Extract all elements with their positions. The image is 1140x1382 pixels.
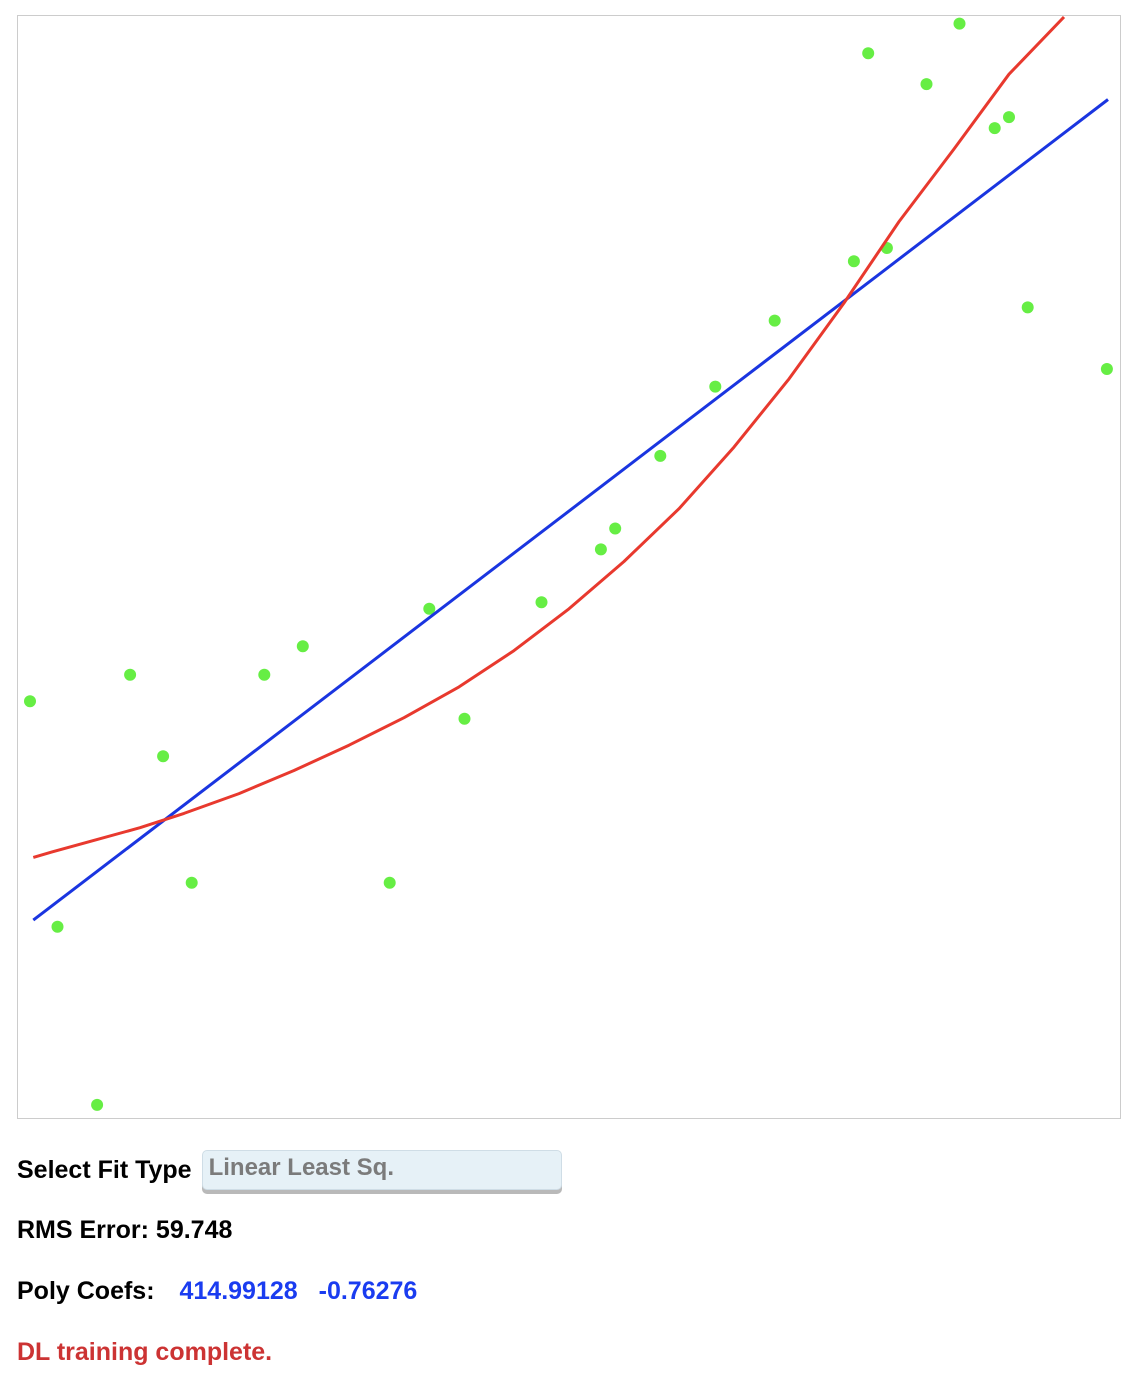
poly-coefs-values: 414.99128 -0.76276	[179, 1277, 431, 1305]
data-point	[609, 522, 622, 535]
plot-frame	[17, 15, 1121, 1119]
data-point	[847, 255, 860, 268]
dl-fit-curve	[32, 16, 1066, 859]
fit-lines	[32, 16, 1109, 922]
data-point	[423, 602, 436, 615]
data-point	[91, 1098, 104, 1111]
poly-coef-1: -0.76276	[318, 1277, 418, 1305]
fit-type-label: Select Fit Type	[17, 1155, 192, 1184]
data-point	[768, 314, 781, 327]
data-point	[1100, 363, 1113, 375]
linear-fit-line	[32, 98, 1109, 922]
data-point	[862, 47, 875, 60]
rms-error-value: 59.748	[155, 1216, 233, 1244]
data-point	[1021, 301, 1034, 314]
poly-coef-0: 414.99128	[179, 1277, 298, 1305]
data-point	[157, 750, 170, 763]
data-point	[535, 596, 548, 609]
plot-area	[17, 15, 1121, 1119]
fit-type-select[interactable]: Linear Least Sq.	[201, 1150, 562, 1190]
poly-coefs-row: Poly Coefs: 414.99128 -0.76276	[17, 1277, 431, 1306]
data-point	[594, 543, 607, 556]
scatter-plot	[17, 15, 1121, 1119]
data-points	[24, 17, 1113, 1111]
data-point	[988, 122, 1001, 135]
data-point	[258, 668, 271, 681]
data-point	[124, 668, 137, 681]
data-point	[654, 449, 667, 462]
fit-type-selected-value: Linear Least Sq.	[208, 1154, 394, 1181]
data-point	[920, 78, 933, 91]
data-point	[1003, 111, 1015, 124]
data-point	[709, 380, 722, 393]
data-point	[185, 876, 198, 889]
data-point	[458, 712, 471, 725]
poly-coefs-label: Poly Coefs:	[17, 1277, 155, 1305]
status-message: DL training complete.	[17, 1338, 273, 1366]
data-point	[383, 876, 396, 889]
data-point	[51, 920, 64, 933]
data-point	[296, 640, 309, 653]
rms-error-row: RMS Error: 59.748	[17, 1216, 232, 1245]
data-point	[24, 695, 36, 708]
data-point	[953, 17, 966, 30]
rms-error-label: RMS Error:	[17, 1216, 149, 1244]
fit-type-row: Select Fit Type Linear Least Sq.	[17, 1150, 562, 1190]
